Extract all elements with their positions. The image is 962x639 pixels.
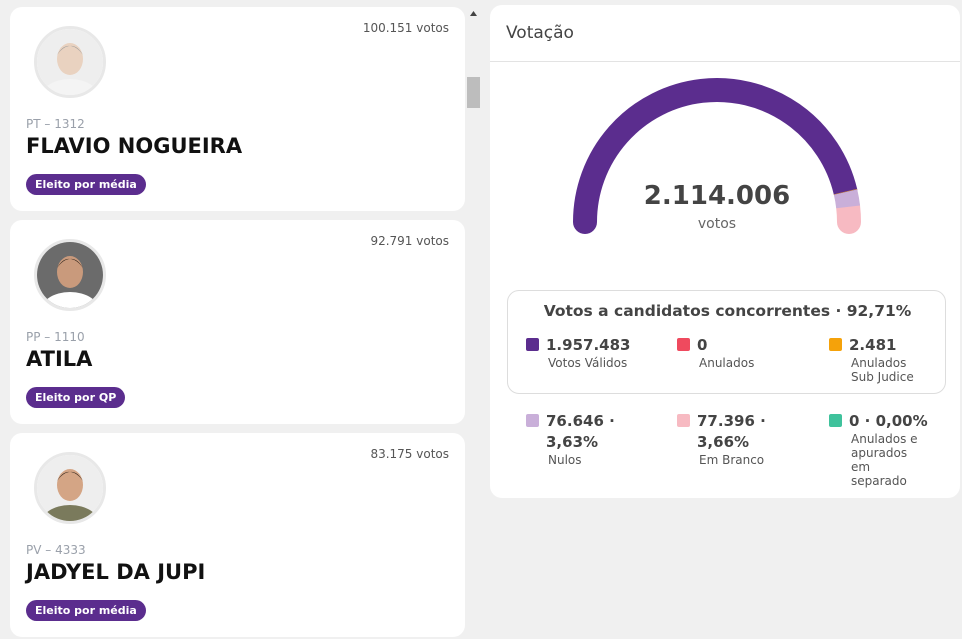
legend-label: Anulados	[699, 356, 755, 370]
elected-badge: Eleito por média	[26, 600, 146, 621]
candidate-name: JADYEL DA JUPI	[26, 560, 206, 584]
legend-swatch	[677, 414, 690, 427]
scrollbar[interactable]	[466, 0, 481, 639]
photo	[37, 29, 103, 95]
legend-swatch	[677, 338, 690, 351]
gauge-segment	[573, 78, 858, 234]
party-number: PT – 1312	[26, 117, 85, 131]
legend-item: 2.481 Anulados Sub Judice	[829, 335, 929, 384]
legend-value: 2.481	[849, 336, 897, 354]
photo	[37, 242, 103, 308]
legend-swatch	[526, 338, 539, 351]
party-number: PV – 4333	[26, 543, 86, 557]
legend-label: Nulos	[548, 453, 582, 467]
legend-value: 0 · 0,00%	[849, 412, 928, 430]
gauge	[573, 78, 861, 234]
gauge-segment	[836, 194, 861, 234]
legend-value: 0	[697, 336, 708, 354]
legend-item: 0 · 0,00% Anulados e apurados em separado	[829, 411, 929, 488]
candidate-card[interactable]: 83.175 votos PV – 4333 JADYEL DA JUPI Eleit…	[10, 433, 465, 637]
vote-count: 100.151 votos	[362, 21, 449, 35]
candidate-photo	[34, 26, 106, 98]
votes-panel: Votação 2.114.006 votos Votos a candidat…	[490, 5, 960, 498]
legend-label: Anulados e apurados em separado	[851, 432, 918, 488]
legend-value: 1.957.483	[546, 336, 631, 354]
scroll-thumb[interactable]	[467, 77, 480, 108]
legend-item: 0 Anulados	[677, 335, 797, 370]
candidate-name: FLAVIO NOGUEIRA	[26, 134, 243, 158]
total-label: votos	[697, 216, 737, 232]
candidate-name: ATILA	[26, 347, 93, 371]
legend-swatch	[829, 338, 842, 351]
legend-value: 77.396 · 3,66%	[697, 412, 766, 451]
vote-count: 92.791 votos	[370, 234, 449, 248]
candidate-photo	[34, 239, 106, 311]
candidate-photo	[34, 452, 106, 524]
summary-box: Votos a candidatos concorrentes · 92,71%	[507, 290, 946, 394]
legend-swatch	[526, 414, 539, 427]
elected-badge: Eleito por média	[26, 174, 146, 195]
elected-badge: Eleito por QP	[26, 387, 126, 408]
legend-label: Anulados Sub Judice	[851, 356, 914, 384]
legend-swatch	[829, 414, 842, 427]
summary: Votos a candidatos concorrentes · 92,71%	[543, 302, 912, 320]
divider	[490, 61, 960, 62]
photo	[37, 455, 103, 521]
candidate-card[interactable]: 100.151 votos PT – 1312 FLAVIO NOGUEIRA Ele…	[10, 7, 465, 211]
legend-item: 1.957.483 Votos Válidos	[526, 335, 646, 370]
legend-label: Votos Válidos	[548, 356, 628, 370]
vote-count: 83.175 votos	[370, 447, 449, 461]
legend-label: Em Branco	[699, 453, 765, 467]
gauge-segment	[833, 189, 861, 209]
legend-item: 76.646 · 3,63% Nulos	[526, 411, 646, 467]
party-number: PP – 1110	[26, 330, 85, 344]
candidate-card[interactable]: 92.791 votos PP – 1110 ATILA Eleito por QP	[10, 220, 465, 424]
scroll-up[interactable]	[466, 0, 481, 30]
panel-title: Votação	[506, 23, 574, 43]
legend-value: 76.646 · 3,63%	[546, 412, 615, 451]
total-votes: 2.114.006	[643, 181, 791, 211]
legend-item: 77.396 · 3,66% Em Branco	[677, 411, 797, 467]
